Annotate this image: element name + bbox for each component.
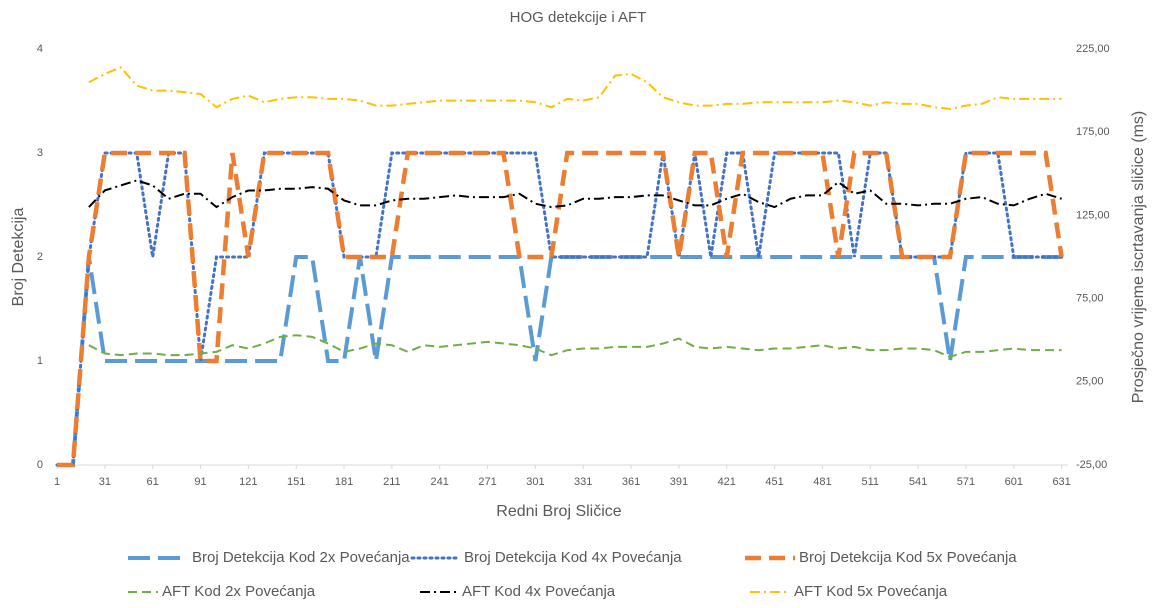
legend-label: AFT Kod 5x Povećanja — [794, 583, 948, 600]
x-tick-label: 241 — [431, 476, 449, 488]
y-tick-label: 4 — [37, 43, 43, 55]
y2-tick-label: 125,00 — [1076, 209, 1110, 221]
x-tick-label: 481 — [813, 476, 831, 488]
y-axis-title: Broj Detekcija — [10, 208, 27, 307]
x-tick-label: 571 — [957, 476, 975, 488]
y2-tick-label: 25,00 — [1076, 376, 1104, 388]
x-axis-title: Redni Broj Sličice — [496, 503, 621, 520]
x-tick-label: 151 — [287, 476, 305, 488]
series-line — [57, 150, 1064, 468]
legend-label: AFT Kod 4x Povećanja — [462, 583, 616, 600]
series-line — [88, 66, 1062, 110]
series-line — [88, 334, 1062, 358]
x-tick-label: 121 — [239, 476, 257, 488]
series-line — [57, 255, 1062, 467]
x-tick-label: 301 — [526, 476, 544, 488]
y2-tick-label: 75,00 — [1076, 293, 1104, 305]
legend-label: Broj Detekcija Kod 4x Povećanja — [464, 549, 682, 566]
x-tick-label: 541 — [909, 476, 927, 488]
y2-tick-label: 225,00 — [1076, 43, 1110, 55]
y-tick-label: 2 — [37, 251, 43, 263]
y2-tick-label: 175,00 — [1076, 126, 1110, 138]
x-tick-label: 451 — [765, 476, 783, 488]
x-tick-label: 211 — [383, 476, 401, 488]
x-tick-label: 421 — [718, 476, 736, 488]
x-tick-label: 631 — [1052, 476, 1070, 488]
legend-label: AFT Kod 2x Povećanja — [162, 583, 316, 600]
x-tick-label: 181 — [335, 476, 353, 488]
x-tick-label: 61 — [147, 476, 159, 488]
y-tick-label: 1 — [37, 355, 43, 367]
x-tick-label: 271 — [478, 476, 496, 488]
x-tick-label: 511 — [861, 476, 879, 488]
x-tick-label: 331 — [574, 476, 592, 488]
legend-label: Broj Detekcija Kod 5x Povećanja — [799, 549, 1017, 566]
x-tick-label: 601 — [1005, 476, 1023, 488]
y-tick-label: 3 — [37, 147, 43, 159]
y2-axis-title: Prosječno vrijeme iscrtavanja sličice (m… — [1130, 111, 1147, 404]
series-line — [88, 179, 1062, 209]
chart-title: HOG detekcije i AFT — [510, 9, 647, 26]
y2-tick-label: -25,00 — [1076, 459, 1107, 471]
x-tick-label: 361 — [622, 476, 640, 488]
x-tick-label: 91 — [194, 476, 206, 488]
x-tick-label: 1 — [54, 476, 60, 488]
x-tick-label: 391 — [670, 476, 688, 488]
legend-label: Broj Detekcija Kod 2x Povećanja — [192, 549, 410, 566]
x-tick-label: 31 — [99, 476, 111, 488]
y-tick-label: 0 — [37, 459, 43, 471]
